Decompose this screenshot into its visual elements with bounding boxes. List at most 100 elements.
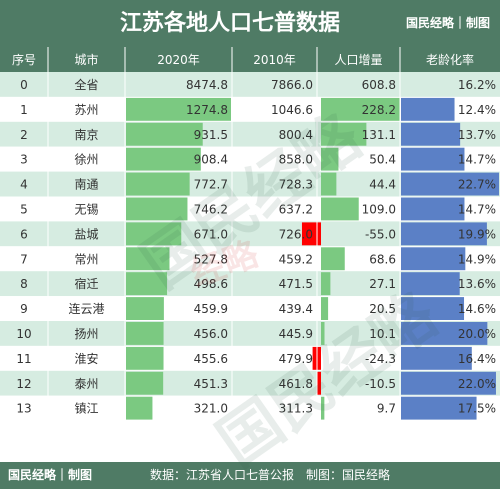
bar-aging bbox=[401, 371, 496, 395]
bar-aging bbox=[401, 172, 499, 196]
bar-2020 bbox=[126, 222, 182, 246]
table-cell-delta: -10.5 bbox=[365, 377, 396, 391]
table-cell-p2010: 445.9 bbox=[279, 327, 313, 341]
table-cell-p2020: 772.7 bbox=[194, 178, 228, 192]
bar-aging bbox=[401, 222, 487, 246]
bar-delta bbox=[317, 371, 321, 395]
table-cell-delta: 68.6 bbox=[369, 252, 396, 266]
table-cell-p2020: 451.3 bbox=[194, 377, 228, 391]
table-cell-p2010: 439.4 bbox=[279, 302, 313, 316]
bar-delta bbox=[321, 197, 359, 221]
table-cell-idx: 1 bbox=[20, 103, 28, 117]
table-cell-idx: 13 bbox=[16, 402, 31, 416]
bar-delta bbox=[321, 322, 325, 345]
bar-2020 bbox=[126, 97, 231, 121]
bar-delta bbox=[301, 222, 321, 246]
table-cell-city: 无锡 bbox=[74, 202, 98, 217]
bar-delta bbox=[321, 97, 400, 121]
table-cell-aging: 14.6% bbox=[458, 302, 496, 316]
table-cell-idx: 12 bbox=[16, 377, 31, 391]
table-cell-city: 宿迁 bbox=[74, 276, 98, 291]
bar-2020 bbox=[126, 346, 164, 370]
footer-source: 数据：江苏省人口七普公报 制图：国民经略 bbox=[150, 468, 391, 482]
table-cell-aging: 14.7% bbox=[458, 203, 496, 217]
table-cell-p2010: 311.3 bbox=[279, 402, 313, 416]
table-cell-idx: 6 bbox=[20, 227, 28, 241]
table-cell-aging: 14.7% bbox=[458, 153, 496, 167]
table-cell-p2020: 498.6 bbox=[194, 277, 228, 291]
table-cell-p2010: 461.8 bbox=[279, 377, 313, 391]
bar-aging bbox=[401, 122, 461, 146]
table-cell-city: 南京 bbox=[74, 127, 98, 142]
table-cell-idx: 8 bbox=[20, 277, 28, 291]
bar-2020 bbox=[126, 371, 164, 395]
table-cell-idx: 10 bbox=[16, 327, 31, 341]
table-cell-city: 连云港 bbox=[68, 301, 104, 316]
table-cell-delta: -55.0 bbox=[365, 227, 396, 241]
table-cell-p2020: 455.6 bbox=[194, 352, 228, 366]
bar-2020 bbox=[126, 396, 153, 420]
title-bar: 江苏各地人口七普数据 国民经略｜制图 bbox=[0, 0, 500, 47]
table-cell-aging: 20.0% bbox=[458, 327, 496, 341]
table-cell-p2020: 931.5 bbox=[194, 128, 228, 142]
table-cell-aging: 16.2% bbox=[458, 78, 496, 92]
table-cell-aging: 14.9% bbox=[458, 252, 496, 266]
table-cell-p2010: 800.4 bbox=[279, 128, 313, 142]
table-cell-idx: 4 bbox=[20, 178, 28, 192]
column-header: 2020年 bbox=[157, 53, 200, 67]
column-header: 序号 bbox=[12, 52, 36, 67]
table-cell-city: 泰州 bbox=[74, 377, 98, 391]
table-cell-p2020: 321.0 bbox=[194, 402, 228, 416]
table-cell-p2010: 459.2 bbox=[279, 252, 313, 266]
table-cell-aging: 17.5% bbox=[458, 402, 496, 416]
table-cell-delta: 608.8 bbox=[362, 78, 396, 92]
column-header: 人口增量 bbox=[334, 53, 382, 67]
table-cell-delta: 10.1 bbox=[369, 327, 396, 341]
table-cell-city: 扬州 bbox=[74, 326, 98, 341]
bar-delta bbox=[321, 247, 345, 271]
bar-aging bbox=[401, 97, 455, 121]
table-cell-delta: 44.4 bbox=[369, 178, 396, 192]
table-cell-p2010: 1046.6 bbox=[271, 103, 313, 117]
table-cell-delta: -24.3 bbox=[365, 352, 396, 366]
table-cell-idx: 2 bbox=[20, 128, 28, 142]
table-cell-aging: 19.9% bbox=[458, 227, 496, 241]
table-cell-aging: 22.7% bbox=[458, 178, 496, 192]
table-cell-city: 苏州 bbox=[74, 103, 98, 117]
bar-delta bbox=[321, 122, 367, 146]
table-cell-p2010: 7866.0 bbox=[271, 78, 313, 92]
table-cell-delta: 109.0 bbox=[362, 203, 396, 217]
table-cell-p2010: 728.3 bbox=[279, 178, 313, 192]
bar-delta bbox=[321, 272, 331, 296]
bar-delta bbox=[321, 396, 325, 420]
table-cell-city: 镇江 bbox=[74, 402, 98, 416]
bar-aging bbox=[401, 247, 466, 271]
bar-aging bbox=[401, 322, 488, 345]
table-cell-p2020: 8474.8 bbox=[186, 78, 228, 92]
bar-2020 bbox=[126, 322, 164, 345]
bar-aging bbox=[401, 147, 465, 171]
bar-2020 bbox=[126, 297, 164, 320]
table-cell-city: 盐城 bbox=[74, 227, 98, 241]
table-cell-delta: 27.1 bbox=[369, 277, 396, 291]
table-cell-aging: 12.4% bbox=[458, 103, 496, 117]
table-cell-delta: 9.7 bbox=[377, 402, 396, 416]
table-cell-p2020: 527.8 bbox=[194, 252, 228, 266]
bar-aging bbox=[401, 197, 465, 221]
table-cell-city: 全省 bbox=[74, 77, 98, 92]
table-cell-delta: 50.4 bbox=[369, 153, 396, 167]
table-cell-delta: 228.2 bbox=[362, 103, 396, 117]
table-cell-aging: 22.0% bbox=[458, 377, 496, 391]
table-header-bg bbox=[0, 47, 500, 72]
bar-2020 bbox=[126, 172, 190, 196]
data-table: 序号 城市 2020年 2010年 人口增量 老龄化率 0 全省 8474.8 7866.0 608… bbox=[0, 47, 500, 421]
bar-delta bbox=[321, 147, 339, 171]
table-cell-p2010: 858.0 bbox=[279, 153, 313, 167]
table-cell-p2010: 637.2 bbox=[279, 203, 313, 217]
table-cell-idx: 5 bbox=[20, 203, 28, 217]
bar-delta bbox=[321, 172, 337, 196]
table-cell-aging: 16.4% bbox=[458, 352, 496, 366]
table-cell-city: 常州 bbox=[74, 252, 98, 266]
table-cell-idx: 9 bbox=[20, 302, 28, 316]
bar-2020 bbox=[126, 122, 203, 146]
